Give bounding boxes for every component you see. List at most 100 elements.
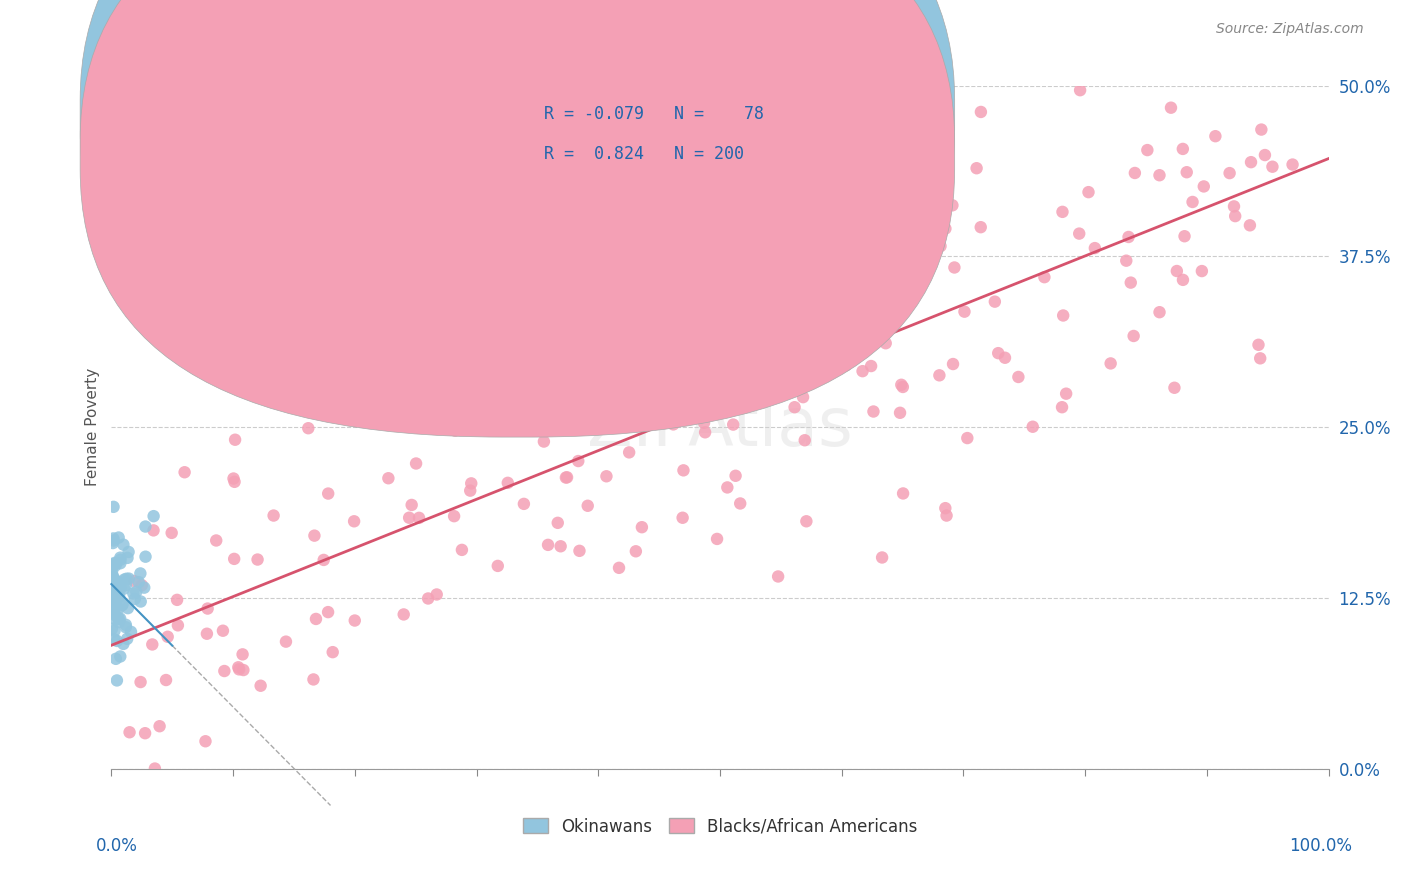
Point — [129, 566, 152, 581]
Point — [224, 475, 246, 489]
Point — [408, 511, 430, 525]
Point — [305, 612, 328, 626]
Point — [426, 587, 449, 601]
Point — [105, 585, 128, 599]
Point — [1052, 309, 1074, 323]
Point — [970, 105, 993, 120]
Point — [124, 574, 146, 588]
Point — [101, 567, 124, 582]
Point — [716, 480, 738, 494]
Point — [104, 581, 127, 595]
Point — [101, 595, 124, 609]
Point — [1222, 45, 1244, 59]
Point — [547, 516, 569, 530]
Point — [595, 469, 617, 483]
Point — [110, 550, 132, 565]
Point — [828, 343, 851, 358]
Point — [1123, 166, 1146, 180]
Point — [101, 594, 124, 608]
Point — [316, 486, 339, 500]
Point — [984, 294, 1007, 309]
Point — [576, 499, 599, 513]
Point — [754, 377, 776, 392]
Point — [724, 468, 747, 483]
Point — [104, 557, 127, 571]
Point — [494, 393, 516, 408]
Point — [607, 561, 630, 575]
Point — [810, 301, 832, 316]
Point — [838, 267, 860, 281]
Point — [343, 614, 366, 628]
Point — [194, 734, 217, 748]
Point — [1281, 157, 1303, 171]
Point — [786, 169, 808, 183]
Point — [879, 242, 901, 256]
Point — [135, 549, 157, 564]
Point — [1191, 264, 1213, 278]
Point — [1163, 381, 1185, 395]
Point — [891, 486, 914, 500]
Point — [104, 558, 127, 573]
Point — [101, 536, 124, 550]
Point — [134, 519, 156, 533]
Point — [101, 582, 124, 596]
Point — [738, 390, 761, 404]
Point — [970, 220, 993, 235]
Point — [1225, 209, 1247, 223]
Point — [232, 663, 254, 677]
Point — [134, 581, 156, 595]
Point — [1175, 165, 1198, 179]
Point — [891, 380, 914, 394]
Y-axis label: Female Poverty: Female Poverty — [86, 368, 100, 486]
Point — [882, 273, 904, 287]
Point — [571, 400, 593, 414]
Point — [1077, 185, 1099, 199]
Point — [246, 552, 269, 566]
Point — [721, 417, 744, 432]
Point — [1250, 122, 1272, 136]
Point — [101, 564, 124, 578]
Point — [728, 496, 751, 510]
Point — [104, 556, 127, 570]
Point — [1192, 179, 1215, 194]
Point — [1052, 205, 1074, 219]
Point — [367, 415, 389, 429]
Point — [1149, 168, 1171, 182]
Point — [297, 421, 319, 435]
Point — [141, 637, 163, 651]
Point — [214, 664, 236, 678]
Point — [1171, 273, 1194, 287]
Point — [222, 471, 245, 485]
Point — [405, 457, 427, 471]
Text: 100.0%: 100.0% — [1289, 837, 1353, 855]
Point — [124, 591, 146, 606]
Point — [860, 359, 883, 373]
Point — [1240, 155, 1263, 169]
Point — [101, 600, 124, 615]
Point — [1099, 356, 1122, 370]
Point — [103, 532, 125, 546]
Point — [858, 319, 880, 334]
Point — [1054, 386, 1077, 401]
Point — [117, 550, 139, 565]
Point — [129, 675, 152, 690]
Point — [129, 594, 152, 608]
Point — [104, 613, 127, 627]
Point — [489, 348, 512, 362]
Point — [1160, 101, 1182, 115]
Point — [101, 602, 124, 616]
Point — [896, 131, 918, 145]
Point — [766, 569, 789, 583]
Point — [224, 552, 246, 566]
Point — [567, 454, 589, 468]
Text: R = -0.079   N =    78: R = -0.079 N = 78 — [544, 105, 763, 123]
Point — [460, 476, 482, 491]
Point — [142, 524, 165, 538]
Point — [934, 501, 956, 516]
Point — [167, 618, 190, 632]
Point — [1223, 199, 1246, 213]
Point — [994, 351, 1017, 365]
Point — [935, 508, 957, 523]
Point — [205, 533, 228, 548]
Point — [224, 433, 246, 447]
